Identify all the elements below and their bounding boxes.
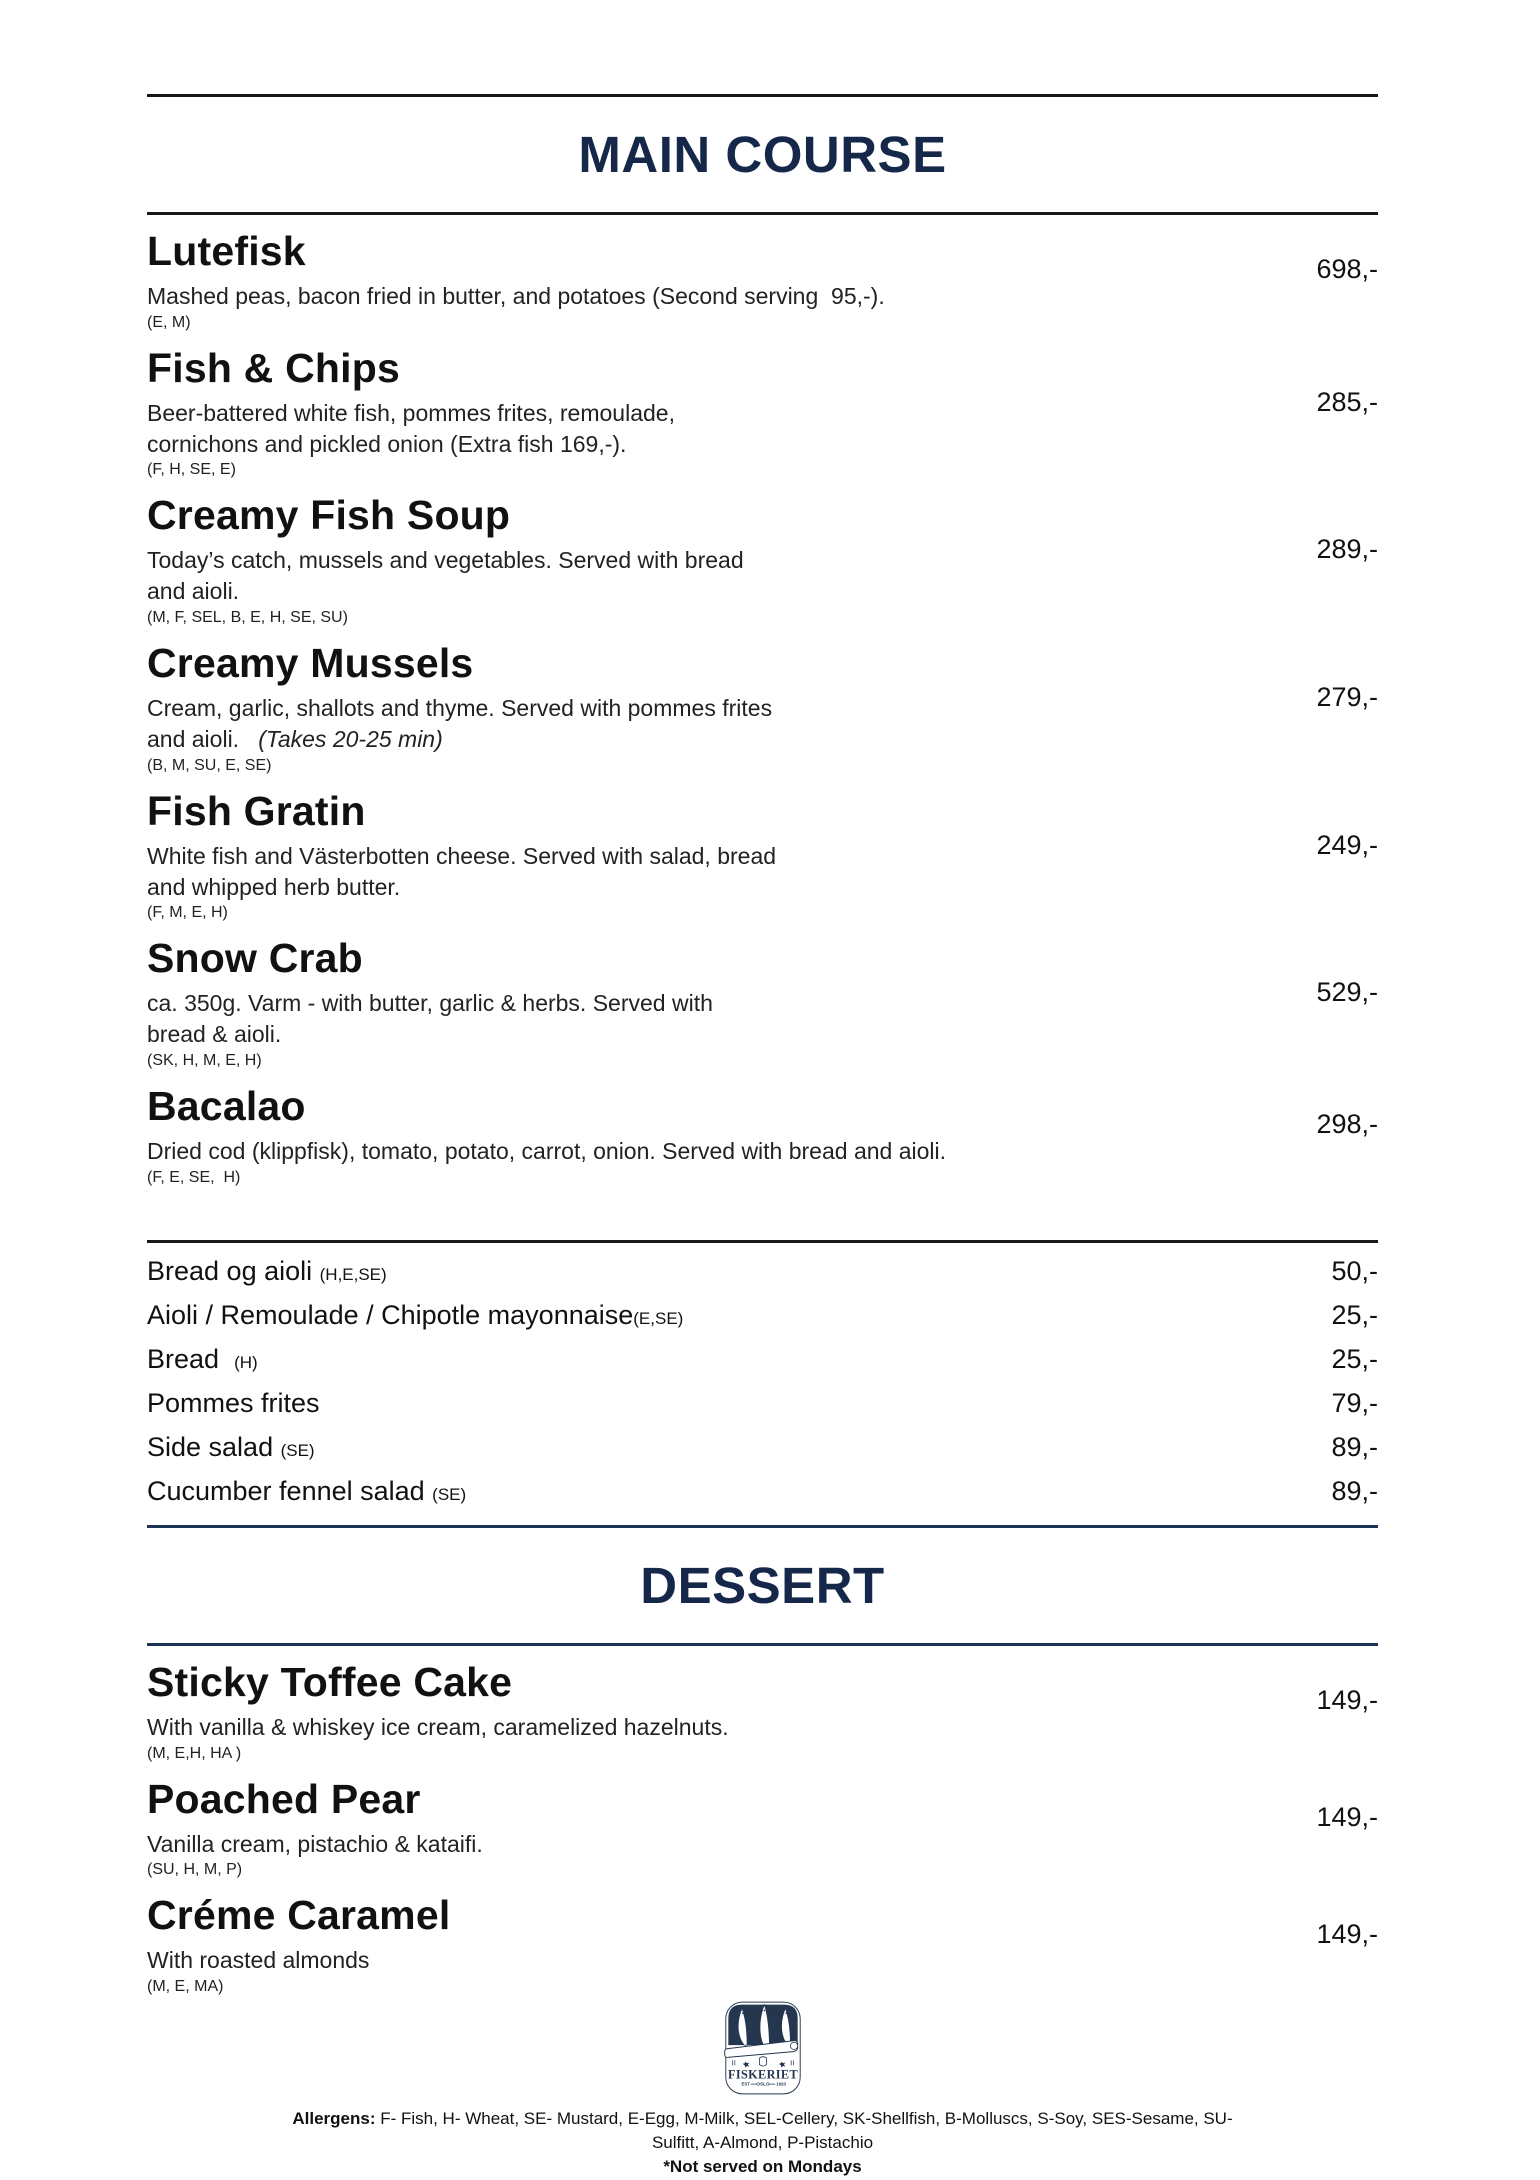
svg-text:EST: EST: [741, 2082, 750, 2087]
svg-text:FISKERIET: FISKERIET: [727, 2068, 797, 2082]
svg-text:OSLO: OSLO: [756, 2082, 770, 2087]
svg-text:1920: 1920: [776, 2082, 786, 2087]
